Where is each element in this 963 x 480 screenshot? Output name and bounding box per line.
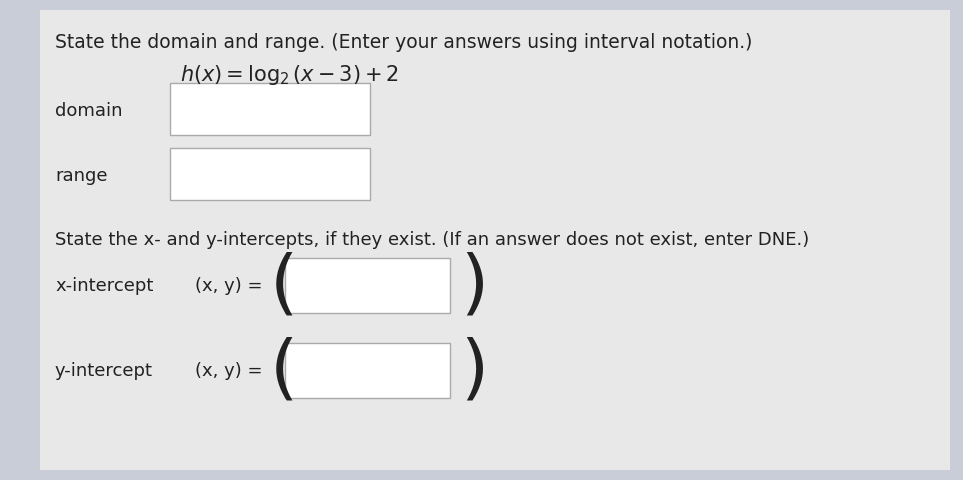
Text: ): ) [460,251,488,320]
Bar [285,343,450,397]
Bar [170,84,370,136]
Text: State the x- and y-intercepts, if they exist. (If an answer does not exist, ente: State the x- and y-intercepts, if they e… [55,230,809,249]
Text: ): ) [460,336,488,405]
Text: y-intercept: y-intercept [55,361,153,379]
Text: x-intercept: x-intercept [55,276,153,294]
Bar [170,149,370,201]
Bar [285,258,450,313]
Text: State the domain and range. (Enter your answers using interval notation.): State the domain and range. (Enter your … [55,33,752,52]
Text: (x, y) =: (x, y) = [195,361,263,379]
Text: range: range [55,167,108,185]
Text: (x, y) =: (x, y) = [195,276,263,294]
Text: (: ( [270,251,299,320]
Text: $h(x) = \log_2(x - 3) + 2$: $h(x) = \log_2(x - 3) + 2$ [180,63,399,87]
Text: (: ( [270,336,299,405]
Text: domain: domain [55,102,122,120]
